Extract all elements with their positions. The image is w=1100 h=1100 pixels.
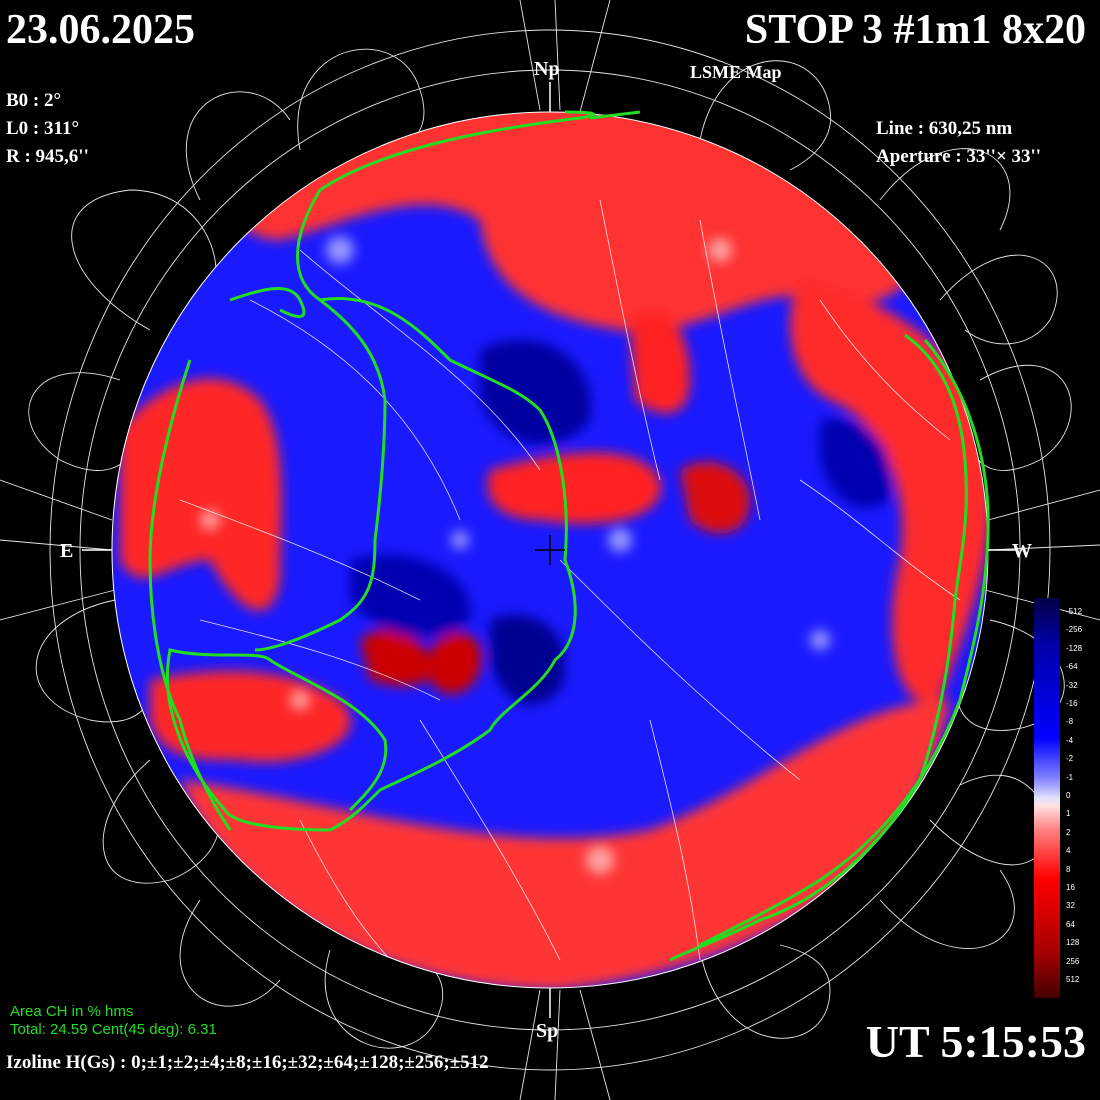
- colorbar-tick-label: 512: [1066, 975, 1080, 984]
- colorbar-tick-label: -8: [1066, 717, 1074, 727]
- west-label: W: [1012, 540, 1032, 562]
- colorbar: [1034, 598, 1060, 998]
- colorbar-tick-label: 256: [1066, 956, 1080, 966]
- colorbar-tick-label: 0: [1066, 791, 1071, 800]
- colorbar-tick-label: -2: [1066, 754, 1074, 764]
- colorbar-tick-label: 4: [1066, 846, 1071, 856]
- axis-ticks: [82, 82, 1018, 1018]
- colorbar-tick-label: -4: [1066, 735, 1074, 745]
- colorbar-tick-label: -512: [1066, 607, 1083, 616]
- colorbar-tick-label: 1: [1066, 809, 1071, 819]
- colorbar-tick-label: -16: [1066, 699, 1078, 708]
- param-b0: B0 : 2°: [6, 90, 62, 111]
- south-pole-label: Sp: [536, 1020, 559, 1042]
- map-type-label: LSME Map: [690, 62, 782, 82]
- colorbar-tick-label: 32: [1066, 901, 1075, 911]
- ch-area-values: Total: 24.59 Cent(45 deg): 6.31: [10, 1021, 217, 1038]
- izoline-legend: Izoline H(Gs) : 0;±1;±2;±4;±8;±16;±32;±6…: [6, 1052, 489, 1073]
- colorbar-tick-label: 8: [1066, 864, 1071, 874]
- colorbar-tick-label: -256: [1066, 625, 1083, 635]
- param-l0: L0 : 311°: [6, 118, 80, 139]
- observation-date: 23.06.2025: [6, 7, 195, 53]
- center-crosshair-icon: [535, 535, 565, 565]
- universal-time: UT 5:15:53: [865, 1016, 1086, 1067]
- param-radius: R : 945,6'': [6, 146, 89, 167]
- colorbar-tick-label: 2: [1066, 827, 1071, 837]
- param-line: Line : 630,25 nm: [876, 118, 1013, 139]
- north-pole-label: Np: [534, 58, 560, 80]
- colorbar-tick-label: -32: [1066, 680, 1078, 690]
- param-aperture: Aperture : 33''× 33'': [876, 146, 1042, 167]
- colorbar-tick-label: 64: [1066, 919, 1075, 929]
- page-title: STOP 3 #1m1 8x20: [744, 7, 1086, 53]
- colorbar-tick-label: -1: [1066, 772, 1074, 782]
- colorbar-tick-label: 16: [1066, 883, 1075, 892]
- colorbar-tick-label: -64: [1066, 662, 1078, 672]
- ch-area-heading: Area CH in % hms: [10, 1003, 134, 1020]
- coronal-hole-contour: [148, 110, 990, 962]
- colorbar-tick-label: 128: [1066, 938, 1080, 948]
- colorbar-tick-label: -128: [1066, 643, 1083, 653]
- east-label: E: [60, 540, 74, 562]
